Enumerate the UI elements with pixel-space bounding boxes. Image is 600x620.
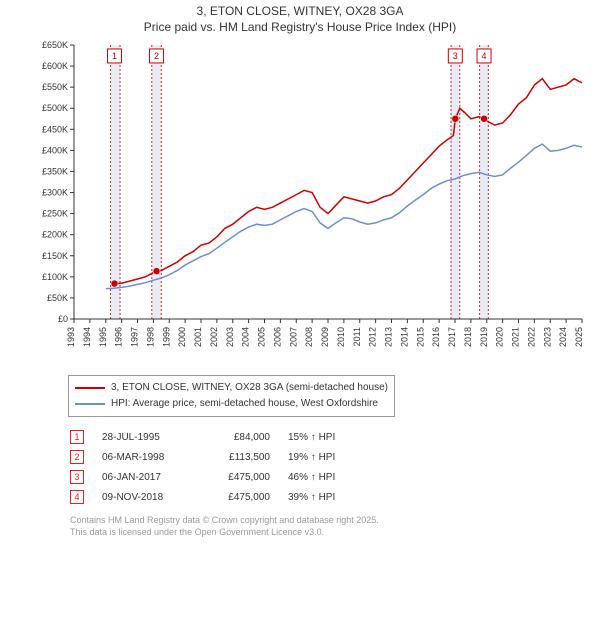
svg-text:2002: 2002: [209, 327, 219, 347]
event-date: 06-MAR-1998: [102, 452, 192, 463]
svg-text:£200K: £200K: [42, 230, 68, 240]
svg-text:2025: 2025: [574, 327, 584, 347]
svg-text:2007: 2007: [288, 327, 298, 347]
svg-text:£100K: £100K: [42, 272, 68, 282]
svg-text:2017: 2017: [447, 327, 457, 347]
svg-text:2024: 2024: [558, 327, 568, 347]
events-table: 1 28-JUL-1995 £84,000 15% ↑ HPI 2 06-MAR-1998…: [70, 427, 592, 507]
event-delta: 19% ↑ HPI: [288, 452, 398, 463]
chart-title: 3, ETON CLOSE, WITNEY, OX28 3GA Price pa…: [8, 4, 592, 35]
svg-text:3: 3: [453, 51, 458, 61]
event-row: 1 28-JUL-1995 £84,000 15% ↑ HPI: [70, 427, 592, 447]
svg-text:2003: 2003: [225, 327, 235, 347]
event-marker: 4: [70, 490, 84, 504]
svg-text:2020: 2020: [495, 327, 505, 347]
svg-text:2019: 2019: [479, 327, 489, 347]
event-row: 2 06-MAR-1998 £113,500 19% ↑ HPI: [70, 447, 592, 467]
svg-text:2004: 2004: [241, 327, 251, 347]
svg-text:1995: 1995: [98, 327, 108, 347]
svg-text:2008: 2008: [304, 327, 314, 347]
legend: 3, ETON CLOSE, WITNEY, OX28 3GA (semi-de…: [68, 375, 395, 417]
event-marker: 3: [70, 470, 84, 484]
svg-text:1996: 1996: [114, 327, 124, 347]
title-line-2: Price paid vs. HM Land Registry's House …: [8, 20, 592, 36]
event-delta: 15% ↑ HPI: [288, 432, 398, 443]
event-date: 06-JAN-2017: [102, 472, 192, 483]
event-delta: 46% ↑ HPI: [288, 472, 398, 483]
svg-text:1994: 1994: [82, 327, 92, 347]
svg-text:£600K: £600K: [42, 61, 68, 71]
svg-text:2013: 2013: [384, 327, 394, 347]
svg-text:2016: 2016: [431, 327, 441, 347]
event-row: 3 06-JAN-2017 £475,000 46% ↑ HPI: [70, 467, 592, 487]
legend-label: HPI: Average price, semi-detached house,…: [111, 396, 378, 412]
svg-text:2015: 2015: [415, 327, 425, 347]
footnote-line-1: Contains HM Land Registry data © Crown c…: [70, 515, 592, 527]
svg-text:£300K: £300K: [42, 188, 68, 198]
title-line-1: 3, ETON CLOSE, WITNEY, OX28 3GA: [8, 4, 592, 20]
event-marker: 1: [70, 430, 84, 444]
svg-text:£250K: £250K: [42, 209, 68, 219]
footnote-line-2: This data is licensed under the Open Gov…: [70, 527, 592, 539]
svg-text:2: 2: [154, 51, 159, 61]
svg-text:2022: 2022: [526, 327, 536, 347]
event-date: 09-NOV-2018: [102, 492, 192, 503]
event-row: 4 09-NOV-2018 £475,000 39% ↑ HPI: [70, 487, 592, 507]
price-chart: £0 £50K £100K £150K £200K £250K £300K £350K £400…: [32, 37, 592, 367]
event-date: 28-JUL-1995: [102, 432, 192, 443]
svg-text:1: 1: [112, 51, 117, 61]
svg-text:2005: 2005: [257, 327, 267, 347]
event-delta: 39% ↑ HPI: [288, 492, 398, 503]
svg-text:1997: 1997: [130, 327, 140, 347]
svg-text:2023: 2023: [542, 327, 552, 347]
legend-swatch: [75, 387, 105, 389]
svg-text:2001: 2001: [193, 327, 203, 347]
svg-text:1998: 1998: [145, 327, 155, 347]
event-price: £84,000: [210, 432, 270, 443]
svg-text:£350K: £350K: [42, 167, 68, 177]
legend-swatch: [75, 403, 105, 405]
svg-text:1993: 1993: [66, 327, 76, 347]
svg-text:£550K: £550K: [42, 82, 68, 92]
svg-text:£50K: £50K: [47, 293, 68, 303]
svg-text:2014: 2014: [399, 327, 409, 347]
svg-text:2011: 2011: [352, 327, 362, 346]
svg-text:2018: 2018: [463, 327, 473, 347]
legend-row: 3, ETON CLOSE, WITNEY, OX28 3GA (semi-de…: [75, 380, 388, 396]
event-marker: 2: [70, 450, 84, 464]
svg-text:£0: £0: [58, 314, 68, 324]
svg-text:2012: 2012: [368, 327, 378, 347]
svg-text:£500K: £500K: [42, 103, 68, 113]
svg-text:2021: 2021: [511, 327, 521, 347]
event-price: £113,500: [210, 452, 270, 463]
footnote: Contains HM Land Registry data © Crown c…: [70, 515, 592, 538]
event-price: £475,000: [210, 472, 270, 483]
svg-text:2009: 2009: [320, 327, 330, 347]
svg-text:2000: 2000: [177, 327, 187, 347]
legend-row: HPI: Average price, semi-detached house,…: [75, 396, 388, 412]
legend-label: 3, ETON CLOSE, WITNEY, OX28 3GA (semi-de…: [111, 380, 388, 396]
svg-text:4: 4: [482, 51, 487, 61]
svg-text:2006: 2006: [272, 327, 282, 347]
svg-text:£150K: £150K: [42, 251, 68, 261]
svg-text:£650K: £650K: [42, 40, 68, 50]
svg-text:2010: 2010: [336, 327, 346, 347]
event-price: £475,000: [210, 492, 270, 503]
svg-text:1999: 1999: [161, 327, 171, 347]
svg-text:£450K: £450K: [42, 124, 68, 134]
svg-text:£400K: £400K: [42, 146, 68, 156]
